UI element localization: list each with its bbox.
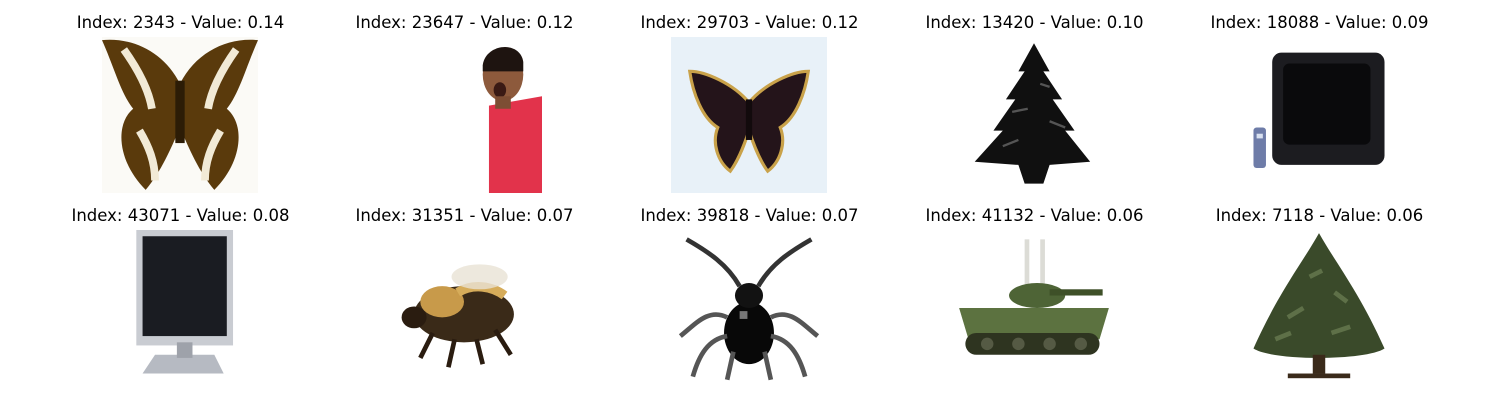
grid-cell: Index: 39818 - Value: 0.07: [607, 204, 892, 386]
cell-title: Index: 39818 - Value: 0.07: [640, 206, 859, 225]
cell-title: Index: 41132 - Value: 0.06: [925, 206, 1144, 225]
grid-cell: Index: 31351 - Value: 0.07: [322, 204, 607, 386]
bee-icon: [386, 230, 542, 386]
butterfly-icon: [671, 37, 827, 193]
butterfly-icon: [102, 37, 258, 193]
grid-cell: Index: 43071 - Value: 0.08: [38, 204, 323, 386]
cell-title: Index: 43071 - Value: 0.08: [71, 206, 290, 225]
beetle-icon: [671, 230, 827, 386]
grid-cell: Index: 23647 - Value: 0.12: [322, 11, 607, 193]
grid-cell: Index: 2343 - Value: 0.14: [38, 11, 323, 193]
grid-cell: Index: 41132 - Value: 0.06: [892, 204, 1177, 386]
grid-cell: Index: 29703 - Value: 0.12: [607, 11, 892, 193]
cell-title: Index: 31351 - Value: 0.07: [355, 206, 574, 225]
cell-title: Index: 18088 - Value: 0.09: [1210, 13, 1429, 32]
television-icon: [1241, 37, 1397, 193]
television-icon: [102, 230, 258, 386]
grid-cell: Index: 13420 - Value: 0.10: [892, 11, 1177, 193]
tree-icon: [1241, 230, 1397, 386]
cell-title: Index: 2343 - Value: 0.14: [76, 13, 285, 32]
cell-title: Index: 29703 - Value: 0.12: [640, 13, 859, 32]
tree-icon: [956, 37, 1112, 193]
grid-cell: Index: 7118 - Value: 0.06: [1177, 204, 1462, 386]
cell-title: Index: 7118 - Value: 0.06: [1215, 206, 1424, 225]
cell-title: Index: 13420 - Value: 0.10: [925, 13, 1144, 32]
cell-title: Index: 23647 - Value: 0.12: [355, 13, 574, 32]
grid-cell: Index: 18088 - Value: 0.09: [1177, 11, 1462, 193]
tank-icon: [956, 230, 1112, 386]
person-icon: [386, 37, 542, 193]
